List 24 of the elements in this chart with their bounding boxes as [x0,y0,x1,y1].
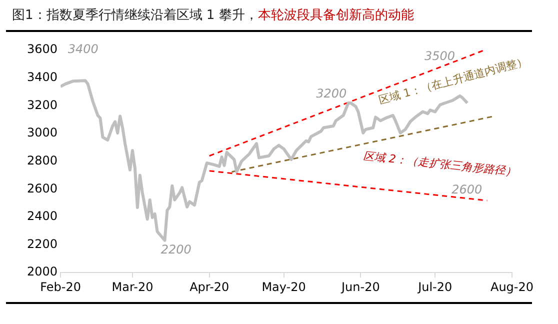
annotation: 2600 [452,182,482,196]
y-tick-label: 3400 [26,70,58,84]
annotation: 3200 [316,86,348,101]
annotation: 3500 [424,48,456,63]
y-tick-label: 3600 [26,42,58,56]
y-tick-label: 2400 [26,209,58,224]
y-tick-label: 3200 [26,98,58,112]
annotation: 2200 [160,242,192,256]
x-tick-label: Feb-20 [40,280,81,294]
x-tick-label: Apr-20 [190,280,230,294]
annotation: 区域 2：（走扩张三角形路径） [362,150,517,178]
y-tick-label: 3000 [26,126,58,140]
x-tick-label: Mar-20 [112,280,154,294]
y-tick-label: 2000 [26,264,58,279]
x-tick-label: Aug-20 [490,280,534,294]
x-tick-label: Jul-20 [417,280,452,294]
x-tick-label: May-20 [262,280,306,294]
chart-title: 图1：指数夏季行情继续沿着区域 1 攀升， [12,8,258,23]
x-tick-label: Jun-20 [340,280,380,294]
chart-subtitle: 本轮波段具备创新高的动能 [258,8,414,23]
y-tick-label: 2800 [26,153,58,168]
y-tick-label: 2200 [26,236,58,251]
annotation: 3400 [68,42,99,56]
y-tick-label: 2600 [26,181,58,196]
